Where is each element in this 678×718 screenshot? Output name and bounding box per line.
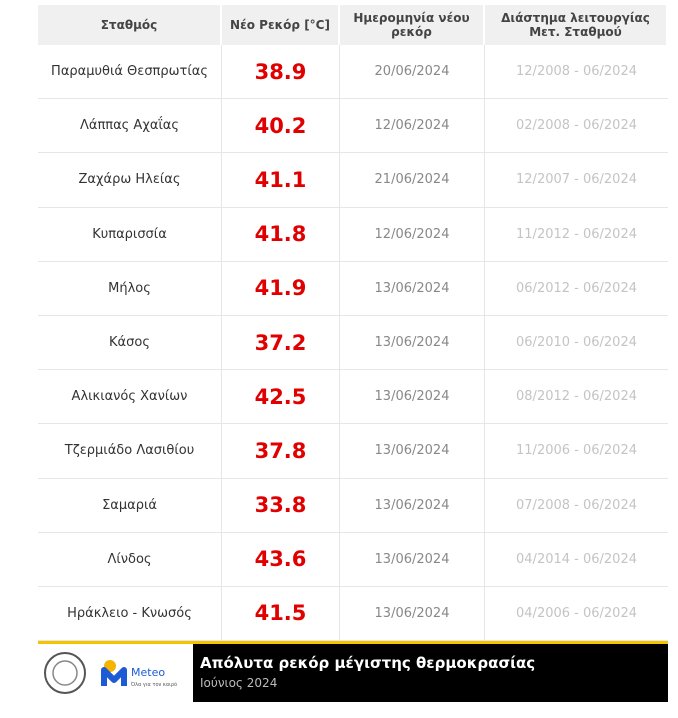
operation-period: 06/2010 - 06/2024 — [516, 335, 637, 351]
record-date: 13/06/2024 — [340, 478, 485, 532]
table-row: Παραμυθιά Θεσπρωτίας 38.9 20/06/2024 12/200… — [38, 45, 668, 100]
record-date: 13/06/2024 — [340, 315, 485, 370]
operation-period: 11/2006 - 06/2024 — [516, 443, 637, 459]
table-row: Λάππας Αχαΐας 40.2 12/06/2024 02/2008 - 06/… — [38, 99, 668, 154]
header-cell: Διάστημα λειτουργίας Μετ. Σταθμού — [485, 5, 668, 45]
operation-period: 04/2006 - 06/2024 — [516, 605, 637, 621]
logo-graphics: Meteo Όλα για τον καιρό — [44, 652, 177, 694]
header-cell: Σταθμός — [38, 5, 222, 45]
records-table: Σταθμός Νέο Ρεκόρ [°C] Ημερομηνία νέου ρεκ… — [38, 5, 668, 642]
footer: Meteo Όλα για τον καιρό Απόλυτα ρεκόρ μέ… — [38, 641, 668, 702]
record-value: 43.6 — [222, 532, 340, 586]
record-date: 20/06/2024 — [340, 45, 485, 99]
emblem — [44, 652, 86, 694]
table-row: Ζαχάρω Ηλείας 41.1 21/06/2024 12/2007 - 06/… — [38, 153, 668, 208]
header-cell: Ημερομηνία νέου ρεκόρ — [340, 5, 485, 45]
table-row: Κυπαρισσία 41.8 12/06/2024 11/2012 - 06/202… — [38, 207, 668, 262]
station: Λάππας Αχαΐας — [38, 99, 222, 153]
record-date: 13/06/2024 — [340, 586, 485, 641]
table-row: Σαμαριά 33.8 13/06/2024 07/2008 - 06/2024 — [38, 478, 668, 533]
station: Τζερμιάδο Λασιθίου — [38, 424, 222, 478]
operation-period: 08/2012 - 06/2024 — [516, 389, 637, 405]
emblem-inner — [52, 660, 78, 686]
station: Κυπαρισσία — [38, 207, 222, 261]
record-value: 37.8 — [222, 424, 340, 478]
station: Ζαχάρω Ηλείας — [38, 153, 222, 207]
station: Ηράκλειο - Κνωσός — [38, 586, 222, 641]
record-value: 33.8 — [222, 478, 340, 532]
station: Κάσος — [38, 315, 222, 370]
record-value: 41.5 — [222, 586, 340, 641]
record-value: 42.5 — [222, 370, 340, 424]
record-value: 40.2 — [222, 99, 340, 153]
logo-text: Meteo — [131, 666, 165, 679]
footer-subtitle: Ιούνιος 2024 — [200, 676, 278, 690]
record-date: 13/06/2024 — [340, 532, 485, 586]
operation-period: 12/2008 - 06/2024 — [516, 64, 637, 80]
m-icon — [101, 667, 127, 686]
header-cell: Νέο Ρεκόρ [°C] — [222, 5, 340, 45]
record-value: 38.9 — [222, 45, 340, 99]
record-date: 13/06/2024 — [340, 261, 485, 315]
station: Σαμαριά — [38, 478, 222, 532]
station: Μήλος — [38, 261, 222, 315]
table-row: Τζερμιάδο Λασιθίου 37.8 13/06/2024 11/2006 … — [38, 424, 668, 479]
operation-period: 06/2012 - 06/2024 — [516, 280, 637, 296]
record-date: 21/06/2024 — [340, 153, 485, 207]
table-row: Μήλος 41.9 13/06/2024 06/2012 - 06/2024 — [38, 261, 668, 316]
record-date: 13/06/2024 — [340, 370, 485, 424]
logos: Meteo Όλα για τον καιρό — [38, 644, 193, 702]
record-value: 37.2 — [222, 315, 340, 370]
footer-title: Απόλυτα ρεκόρ μέγιστης θερμοκρασίας — [200, 654, 536, 672]
operation-period: 11/2012 - 06/2024 — [516, 226, 637, 242]
table-row: Αλικιανός Χανίων 42.5 13/06/2024 08/2012 - … — [38, 370, 668, 425]
operation-period: 12/2007 - 06/2024 — [516, 172, 637, 188]
operation-period: 07/2008 - 06/2024 — [516, 497, 637, 513]
station: Αλικιανός Χανίων — [38, 370, 222, 424]
table-row: Κάσος 37.2 13/06/2024 06/2010 - 06/2024 — [38, 315, 668, 371]
record-value: 41.8 — [222, 207, 340, 261]
record-date: 13/06/2024 — [340, 424, 485, 478]
record-date: 12/06/2024 — [340, 207, 485, 261]
record-value: 41.1 — [222, 153, 340, 207]
table-row: Ηράκλειο - Κνωσός 41.5 13/06/2024 04/2006 -… — [38, 586, 668, 642]
header-row: Σταθμός Νέο Ρεκόρ [°C] Ημερομηνία νέου ρεκ… — [38, 5, 668, 45]
operation-period: 02/2008 - 06/2024 — [516, 118, 637, 134]
station: Λίνδος — [38, 532, 222, 586]
logo-tagline: Όλα για τον καιρό — [130, 681, 177, 688]
station: Παραμυθιά Θεσπρωτίας — [38, 45, 222, 99]
operation-period: 04/2014 - 06/2024 — [516, 551, 637, 567]
record-date: 12/06/2024 — [340, 99, 485, 153]
record-value: 41.9 — [222, 261, 340, 315]
table-row: Λίνδος 43.6 13/06/2024 04/2014 - 06/2024 — [38, 532, 668, 587]
